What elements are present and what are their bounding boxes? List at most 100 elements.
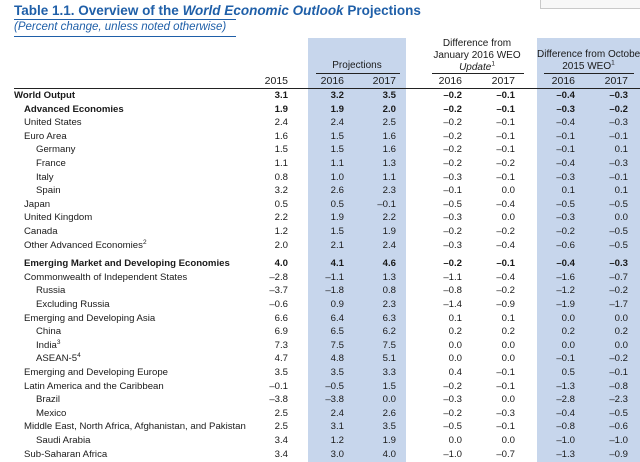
cell-value: –0.3 (609, 90, 628, 101)
table-subtitle: (Percent change, unless noted otherwise) (14, 21, 227, 33)
row-label: India3 (36, 339, 60, 353)
cell-value: –0.2 (443, 144, 462, 156)
row-label-text: Advanced Economies (24, 103, 124, 115)
table-row: Excluding Russia –0.6 0.9 2.3 –1.4 –0.9 –1.9 –1… (0, 298, 640, 312)
cell-value: 0.9 (330, 299, 344, 310)
cell-value: 0.0 (448, 353, 462, 365)
row-label-text: Brazil (36, 394, 60, 406)
cell-value: –0.6 (269, 299, 288, 310)
cell-value: –0.3 (556, 212, 575, 224)
cell-value: –0.2 (443, 158, 462, 169)
cell-value: –0.1 (496, 90, 515, 101)
row-label-text: Sub-Saharan Africa (24, 448, 108, 460)
cell-value: 0.0 (501, 212, 515, 224)
cell-value: –0.1 (496, 117, 515, 129)
subtitle-underline (14, 36, 236, 37)
cell-value: 1.1 (330, 158, 344, 169)
row-label: Brazil (36, 393, 60, 407)
row-label: Canada (24, 225, 58, 239)
diff-october-rule (544, 73, 634, 74)
cell-value: –0.2 (609, 353, 628, 365)
cell-value: –1.9 (556, 299, 575, 310)
cell-value: –0.1 (496, 144, 515, 156)
cell-value: –0.5 (609, 407, 628, 419)
cell-value: 2.2 (382, 212, 396, 224)
table-row: Japan 0.5 0.5 –0.1 –0.5 –0.4 –0.5 –0.5 (0, 198, 640, 212)
row-label: United Kingdom (24, 211, 92, 225)
cell-value: –0.5 (609, 198, 628, 210)
cell-value: 0.0 (501, 185, 515, 197)
cell-value: 1.5 (330, 130, 344, 142)
cell-value: 3.4 (274, 435, 288, 446)
row-label-text: Emerging and Developing Europe (24, 367, 168, 378)
cell-value: –0.5 (556, 198, 575, 210)
cell-value: 0.0 (614, 339, 628, 351)
cell-value: 3.5 (330, 367, 344, 378)
cell-value: –0.2 (443, 90, 462, 101)
cell-value: 3.1 (330, 421, 344, 433)
cell-value: –1.4 (443, 299, 462, 310)
table-row: Canada 1.2 1.5 1.9 –0.2 –0.2 –0.2 –0.5 (0, 225, 640, 239)
cell-value: –0.5 (609, 239, 628, 251)
cell-value: 0.1 (448, 312, 462, 324)
footnote-marker: 2 (142, 238, 147, 246)
row-label-text: Saudi Arabia (36, 435, 91, 446)
cell-value: –0.1 (556, 144, 575, 156)
cell-value: 1.0 (330, 171, 344, 183)
cell-value: 1.2 (330, 435, 344, 446)
year-header: 2017 (491, 75, 515, 87)
cell-value: –0.1 (609, 171, 628, 183)
cell-value: 2.6 (382, 407, 396, 419)
cell-value: 6.2 (382, 326, 396, 338)
cell-value: 1.5 (330, 226, 344, 237)
cell-value: –3.7 (269, 285, 288, 297)
cell-value: 7.5 (382, 339, 396, 351)
cell-value: 2.4 (274, 117, 288, 129)
cell-value: –1.7 (609, 299, 628, 310)
cell-value: –0.4 (556, 258, 575, 270)
cell-value: 6.4 (330, 312, 344, 324)
torn-box (540, 0, 640, 9)
table-row: Other Advanced Economies2 2.0 2.1 2.4 –0.3 –0… (0, 239, 640, 253)
table-row: India3 7.3 7.5 7.5 0.0 0.0 0.0 0.0 (0, 339, 640, 353)
table-row: Brazil –3.8 –3.8 0.0 –0.3 0.0 –2.8 –2.3 (0, 393, 640, 407)
cell-value: –0.6 (609, 421, 628, 433)
projections-header: Projections (332, 60, 382, 71)
cell-value: 2.3 (382, 185, 396, 197)
cell-value: 0.2 (561, 326, 575, 338)
cell-value: 1.5 (382, 380, 396, 392)
cell-value: 0.0 (382, 394, 396, 406)
cell-value: 4.1 (330, 258, 344, 270)
table-row: Russia –3.7 –1.8 0.8 –0.8 –0.2 –1.2 –0.2 (0, 284, 640, 298)
cell-value: –1.6 (556, 271, 575, 283)
table-row: Italy 0.8 1.0 1.1 –0.3 –0.1 –0.3 –0.1 (0, 171, 640, 185)
cell-value: –0.3 (443, 171, 462, 183)
cell-value: 0.2 (448, 326, 462, 338)
cell-value: 4.0 (382, 448, 396, 460)
top-rule (14, 19, 236, 20)
cell-value: 5.1 (382, 353, 396, 365)
cell-value: –1.0 (443, 448, 462, 460)
cell-value: 1.9 (382, 435, 396, 446)
row-label-text: Emerging Market and Developing Economies (24, 258, 230, 270)
cell-value: –0.7 (609, 271, 628, 283)
cell-value: 0.5 (274, 198, 288, 210)
cell-value: 1.9 (274, 103, 288, 115)
cell-value: 6.3 (382, 312, 396, 324)
cell-value: 2.0 (382, 103, 396, 115)
row-label-text: Mexico (36, 407, 67, 419)
row-label-text: Germany (36, 144, 76, 156)
cell-value: 0.4 (448, 367, 462, 378)
row-label-text: United States (24, 117, 82, 129)
row-label: Euro Area (24, 130, 67, 144)
cell-value: 1.6 (274, 130, 288, 142)
cell-value: –0.5 (325, 380, 344, 392)
cell-value: 0.0 (501, 435, 515, 446)
cell-value: –0.1 (496, 367, 515, 378)
cell-value: –2.8 (556, 394, 575, 406)
diff-october-band (537, 38, 640, 462)
cell-value: –0.2 (496, 226, 515, 237)
cell-value: –0.3 (443, 394, 462, 406)
table-row: Saudi Arabia 3.4 1.2 1.9 0.0 0.0 –1.0 –1.0 (0, 434, 640, 448)
year-header: 2016 (438, 75, 462, 87)
